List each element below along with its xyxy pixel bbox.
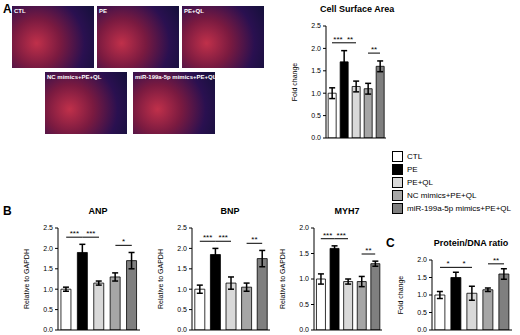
html-text:PE: PE	[99, 8, 107, 14]
html-text:PE+QL: PE+QL	[407, 178, 433, 187]
svg-text:**: **	[365, 246, 371, 255]
svg-text:Relative to GAPDH: Relative to GAPDH	[279, 249, 286, 309]
svg-text:***: ***	[219, 233, 228, 242]
svg-text:**: **	[493, 256, 499, 265]
svg-text:0.0: 0.0	[299, 326, 309, 333]
svg-text:***: ***	[70, 229, 79, 238]
svg-text:Relative to GAPDH: Relative to GAPDH	[23, 249, 30, 309]
svg-text:2.0: 2.0	[299, 224, 309, 231]
svg-text:0.0: 0.0	[43, 326, 53, 333]
svg-text:**: **	[251, 235, 257, 244]
html-text:PE+QL: PE+QL	[184, 8, 204, 14]
svg-text:1.0: 1.0	[417, 291, 427, 298]
html-text:CTL: CTL	[407, 152, 423, 161]
svg-text:0.5: 0.5	[43, 306, 53, 313]
html-text:miR-199a-5p mimics+PE+QL: miR-199a-5p mimics+PE+QL	[135, 74, 217, 80]
svg-text:*: *	[122, 237, 125, 246]
svg-text:2.0: 2.0	[43, 245, 53, 252]
svg-text:0.5: 0.5	[299, 301, 309, 308]
svg-text:***: ***	[333, 35, 342, 44]
html-text:PE: PE	[407, 165, 418, 174]
svg-text:1.5: 1.5	[417, 274, 427, 281]
svg-text:2.0: 2.0	[311, 45, 321, 52]
html-text:Cell Surface Area: Cell Surface Area	[320, 4, 395, 14]
svg-text:0.0: 0.0	[417, 326, 427, 333]
svg-text:Fold change: Fold change	[291, 63, 299, 102]
svg-text:*: *	[446, 259, 449, 268]
svg-text:0.0: 0.0	[311, 134, 321, 141]
html-text:Protein/DNA ratio: Protein/DNA ratio	[433, 238, 509, 248]
svg-text:1.0: 1.0	[311, 90, 321, 97]
html-text:NC mimics+PE+QL: NC mimics+PE+QL	[47, 74, 102, 80]
html-text:C: C	[386, 236, 395, 250]
svg-text:1.5: 1.5	[177, 265, 187, 272]
html-text:B: B	[3, 204, 12, 218]
html-text:ANP: ANP	[88, 206, 108, 216]
svg-text:0.0: 0.0	[177, 326, 187, 333]
html-text:A: A	[3, 2, 12, 16]
svg-text:2.0: 2.0	[177, 245, 187, 252]
svg-text:**: **	[371, 45, 377, 54]
svg-text:1.0: 1.0	[299, 275, 309, 282]
html-text:BNP: BNP	[220, 206, 240, 216]
svg-text:1.5: 1.5	[43, 265, 53, 272]
svg-text:0.5: 0.5	[417, 309, 427, 316]
svg-text:*: *	[462, 259, 465, 268]
html-text:NC mimics+PE+QL: NC mimics+PE+QL	[407, 191, 477, 200]
svg-text:2.5: 2.5	[177, 224, 187, 231]
svg-text:**: **	[347, 35, 353, 44]
svg-text:***: ***	[323, 231, 332, 240]
svg-text:1.0: 1.0	[43, 286, 53, 293]
svg-text:Relative to GAPDH: Relative to GAPDH	[157, 249, 164, 309]
html-text:CTL: CTL	[14, 8, 26, 14]
svg-text:***: ***	[337, 231, 346, 240]
svg-text:1.0: 1.0	[177, 286, 187, 293]
svg-text:***: ***	[86, 229, 95, 238]
svg-text:2.0: 2.0	[417, 256, 427, 263]
svg-text:0.5: 0.5	[311, 112, 321, 119]
html-text:miR-199a-5p mimics+PE+QL: miR-199a-5p mimics+PE+QL	[407, 204, 511, 213]
svg-text:***: ***	[203, 233, 212, 242]
svg-text:0.5: 0.5	[177, 306, 187, 313]
html-text:MYH7: MYH7	[334, 206, 360, 216]
svg-text:2.5: 2.5	[43, 224, 53, 231]
svg-text:Fold change: Fold change	[397, 276, 405, 315]
svg-text:2.5: 2.5	[311, 22, 321, 29]
svg-text:1.5: 1.5	[299, 250, 309, 257]
svg-text:1.5: 1.5	[311, 67, 321, 74]
